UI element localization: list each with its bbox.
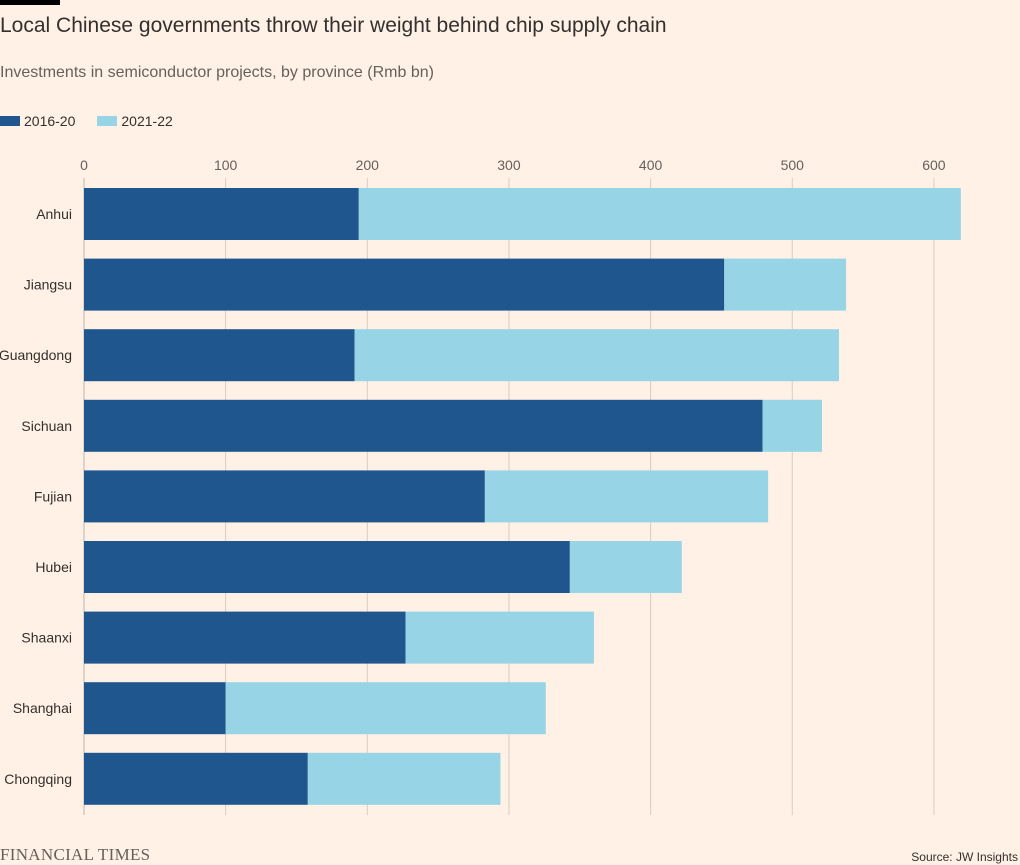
legend-item-2016-20: 2016-20 bbox=[0, 113, 75, 129]
bar-chart: 0 100 200 300 400 500 600 Anhui Jiangsu Guangdong… bbox=[0, 157, 961, 815]
bar-guangdong-2016-20 bbox=[84, 329, 355, 382]
legend-swatch-2016-20 bbox=[0, 116, 20, 126]
brand-bar bbox=[0, 0, 60, 5]
x-tick-label-500: 500 bbox=[781, 157, 805, 173]
legend-label-2021-22: 2021-22 bbox=[121, 113, 173, 129]
bar-jiangsu-2021-22 bbox=[724, 258, 847, 311]
x-tick-label-300: 300 bbox=[497, 157, 521, 173]
bar-shanghai-2021-22 bbox=[225, 682, 546, 735]
category-label-shaanxi: Shaanxi bbox=[21, 630, 72, 646]
chart-title: Local Chinese governments throw their we… bbox=[0, 14, 667, 37]
category-label-hubei: Hubei bbox=[35, 559, 72, 575]
bar-hubei-2021-22 bbox=[569, 541, 682, 593]
legend-label-2016-20: 2016-20 bbox=[24, 113, 76, 129]
x-tick-label-200: 200 bbox=[356, 157, 380, 173]
bar-hubei-2016-20 bbox=[84, 541, 570, 593]
category-label-chongqing: Chongqing bbox=[4, 771, 72, 787]
bar-chongqing-2021-22 bbox=[307, 752, 501, 805]
bar-fujian-2021-22 bbox=[484, 470, 769, 523]
legend-swatch-2021-22 bbox=[97, 116, 118, 126]
category-label-fujian: Fujian bbox=[34, 488, 72, 504]
bar-chongqing-2016-20 bbox=[84, 752, 308, 805]
bar-sichuan-2016-20 bbox=[84, 399, 763, 452]
bar-anhui-2021-22 bbox=[358, 188, 961, 240]
bar-fujian-2016-20 bbox=[84, 470, 485, 523]
chart-subtitle: Investments in semiconductor projects, b… bbox=[0, 64, 434, 81]
bar-shaanxi-2016-20 bbox=[84, 611, 406, 664]
chart-legend: 2016-20 2021-22 bbox=[0, 113, 195, 129]
category-label-sichuan: Sichuan bbox=[21, 418, 72, 434]
category-label-guangdong: Guangdong bbox=[0, 347, 72, 363]
bar-shanghai-2016-20 bbox=[84, 682, 226, 735]
bar-jiangsu-2016-20 bbox=[84, 258, 725, 311]
x-tick-label-600: 600 bbox=[922, 157, 946, 173]
category-label-jiangsu: Jiangsu bbox=[24, 277, 72, 293]
ft-logo: FINANCIAL TIMES bbox=[0, 845, 151, 864]
source-note: Source: JW Insights bbox=[911, 850, 1018, 864]
x-tick-label-0: 0 bbox=[80, 157, 88, 173]
x-tick-label-100: 100 bbox=[214, 157, 238, 173]
category-label-anhui: Anhui bbox=[36, 206, 72, 222]
x-tick-label-400: 400 bbox=[639, 157, 663, 173]
legend-item-2021-22: 2021-22 bbox=[97, 113, 173, 129]
bar-guangdong-2021-22 bbox=[354, 329, 839, 382]
bar-anhui-2016-20 bbox=[84, 188, 359, 240]
category-label-shanghai: Shanghai bbox=[13, 700, 72, 716]
bar-sichuan-2021-22 bbox=[762, 399, 822, 452]
bar-shaanxi-2021-22 bbox=[405, 611, 594, 664]
